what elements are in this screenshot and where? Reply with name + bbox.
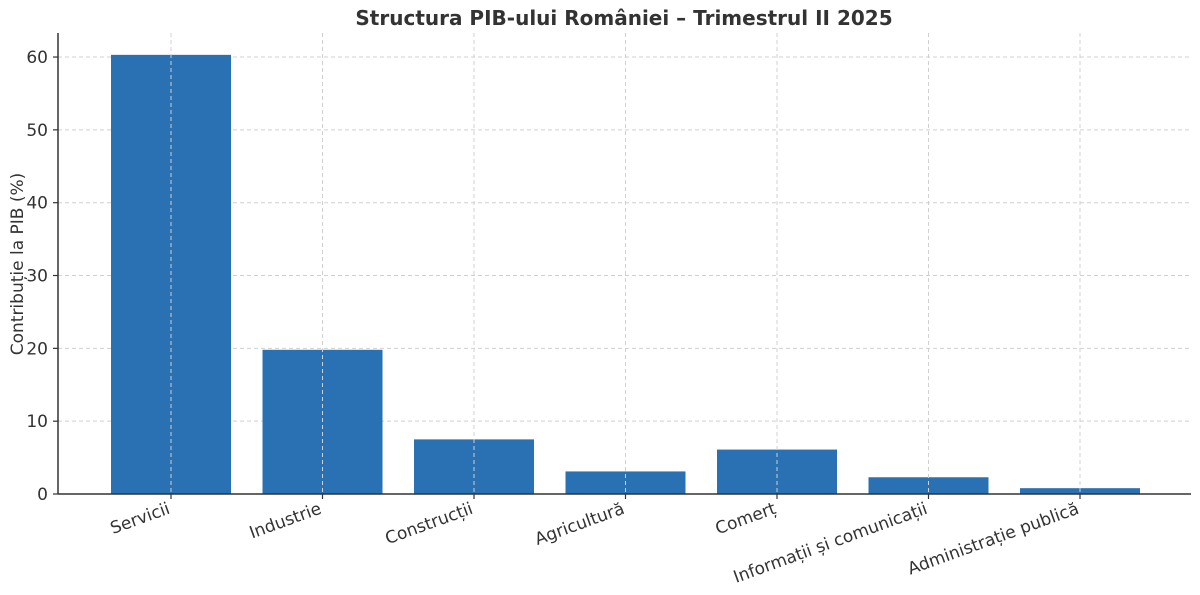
axes xyxy=(57,33,1191,495)
x-tick-label: Industrie xyxy=(247,499,324,543)
y-axis-label: Contribuție la PIB (%) xyxy=(8,173,28,356)
x-tick-label: Servicii xyxy=(108,499,173,539)
x-tick-label: Administrație publică xyxy=(905,499,1082,580)
y-tick-label: 30 xyxy=(26,267,48,287)
x-tick-label: Construcții xyxy=(383,499,476,549)
y-tick-label: 40 xyxy=(26,194,48,214)
y-tick-label: 20 xyxy=(26,339,48,359)
y-tick-label: 0 xyxy=(37,485,48,505)
y-axis-ticks: 0 10 20 30 40 50 60 xyxy=(26,48,58,505)
chart-title: Structura PIB-ului României – Trimestrul… xyxy=(355,6,892,30)
y-tick-label: 10 xyxy=(26,412,48,432)
y-tick-label: 50 xyxy=(26,121,48,141)
bar-5 xyxy=(868,477,989,494)
x-tick-label: Agricultură xyxy=(532,499,627,550)
x-axis-ticks: Servicii Industrie Construcții Agricultură C… xyxy=(108,494,1082,588)
x-tick-label: Comerț xyxy=(713,499,779,539)
y-tick-label: 60 xyxy=(26,48,48,68)
